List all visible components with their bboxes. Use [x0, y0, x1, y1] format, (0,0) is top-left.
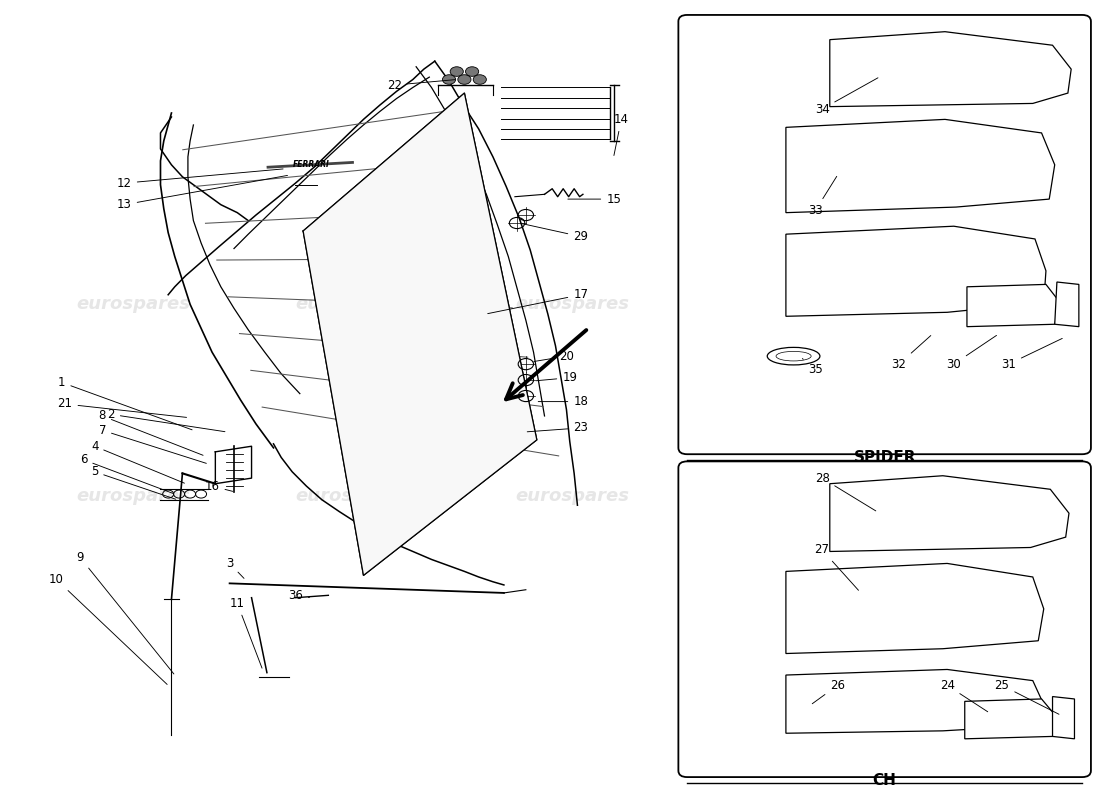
Text: 13: 13: [117, 175, 287, 211]
Circle shape: [473, 74, 486, 84]
Text: 2: 2: [108, 408, 224, 432]
Polygon shape: [829, 476, 1069, 551]
Circle shape: [450, 66, 463, 76]
Text: 12: 12: [117, 169, 283, 190]
Text: 25: 25: [994, 679, 1059, 714]
Text: eurospares: eurospares: [857, 170, 945, 184]
Circle shape: [465, 66, 478, 76]
Text: 33: 33: [808, 176, 837, 217]
Circle shape: [458, 74, 471, 84]
Text: 21: 21: [57, 398, 187, 418]
Text: 1: 1: [58, 376, 192, 430]
Text: 19: 19: [536, 371, 578, 384]
Text: eurospares: eurospares: [515, 295, 629, 314]
Polygon shape: [829, 32, 1071, 106]
Text: 26: 26: [812, 679, 845, 704]
Polygon shape: [785, 670, 1044, 734]
Text: SPIDER: SPIDER: [854, 450, 916, 466]
Text: 15: 15: [568, 193, 622, 206]
Text: 20: 20: [534, 350, 574, 362]
Polygon shape: [785, 563, 1044, 654]
Text: eurospares: eurospares: [296, 486, 409, 505]
Text: eurospares: eurospares: [76, 486, 190, 505]
Polygon shape: [785, 226, 1046, 316]
Circle shape: [442, 74, 455, 84]
Polygon shape: [1055, 282, 1079, 326]
Text: CH: CH: [872, 773, 896, 788]
Text: 6: 6: [80, 454, 174, 494]
Polygon shape: [304, 93, 537, 575]
Text: 3: 3: [226, 557, 244, 578]
Polygon shape: [965, 699, 1057, 739]
Text: 35: 35: [802, 358, 823, 376]
FancyBboxPatch shape: [679, 15, 1091, 454]
Text: 10: 10: [48, 573, 167, 685]
Text: 36: 36: [288, 589, 309, 602]
Text: 16: 16: [205, 479, 233, 493]
Text: 27: 27: [815, 543, 858, 590]
Text: 29: 29: [520, 223, 588, 243]
Text: FERRARI: FERRARI: [293, 160, 329, 170]
Polygon shape: [967, 285, 1060, 326]
Text: 22: 22: [387, 78, 455, 91]
Text: 11: 11: [230, 597, 262, 668]
Text: 7: 7: [99, 424, 207, 463]
Text: 34: 34: [815, 78, 878, 115]
Polygon shape: [785, 119, 1055, 213]
Text: 31: 31: [1001, 338, 1063, 370]
Text: 30: 30: [946, 335, 997, 370]
Text: 24: 24: [939, 679, 988, 712]
Text: 32: 32: [891, 335, 931, 370]
Text: 28: 28: [815, 472, 876, 511]
Text: eurospares: eurospares: [296, 295, 409, 314]
Text: 9: 9: [77, 551, 174, 674]
Text: 4: 4: [91, 440, 185, 483]
Text: eurospares: eurospares: [515, 486, 629, 505]
Polygon shape: [1053, 697, 1075, 739]
Text: 17: 17: [487, 288, 588, 314]
Text: 23: 23: [527, 422, 588, 434]
Text: eurospares: eurospares: [76, 295, 190, 314]
Text: 18: 18: [538, 395, 588, 408]
Text: 8: 8: [99, 410, 204, 455]
Text: 5: 5: [91, 466, 176, 499]
Text: 14: 14: [614, 113, 629, 155]
Text: eurospares: eurospares: [857, 537, 945, 550]
FancyBboxPatch shape: [679, 462, 1091, 777]
